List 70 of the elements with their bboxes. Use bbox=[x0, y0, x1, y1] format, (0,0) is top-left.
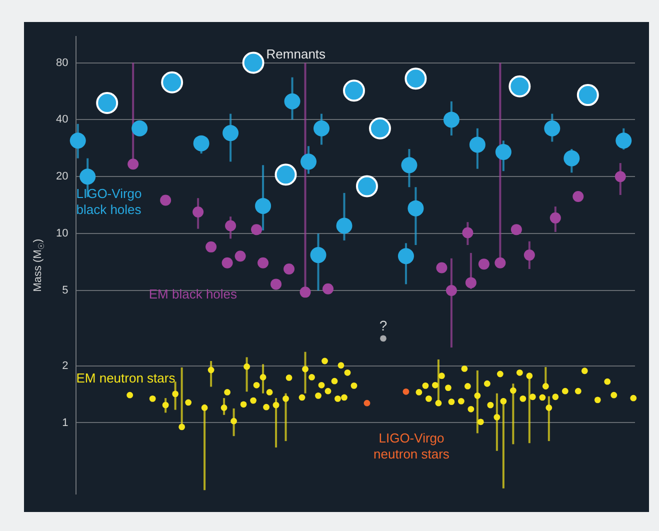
point bbox=[494, 257, 506, 268]
point bbox=[132, 120, 148, 136]
point bbox=[402, 388, 410, 395]
y-tick-label: 20 bbox=[56, 170, 68, 183]
point bbox=[225, 220, 236, 232]
point bbox=[300, 154, 317, 170]
point bbox=[614, 171, 626, 182]
y-tick-label: 10 bbox=[56, 228, 68, 240]
point bbox=[234, 250, 246, 262]
point bbox=[284, 263, 295, 274]
point bbox=[564, 150, 580, 166]
point bbox=[510, 224, 522, 236]
point bbox=[469, 136, 486, 153]
point bbox=[368, 117, 391, 140]
point bbox=[356, 175, 378, 198]
point bbox=[408, 200, 424, 216]
series-label: EM black holes bbox=[148, 286, 238, 302]
point bbox=[222, 125, 239, 142]
point bbox=[342, 80, 365, 102]
point bbox=[495, 144, 512, 160]
series-label: EM neutron stars bbox=[76, 370, 176, 386]
point bbox=[508, 75, 531, 98]
point bbox=[576, 84, 599, 106]
point bbox=[80, 168, 96, 185]
point bbox=[161, 71, 184, 94]
point bbox=[465, 277, 476, 288]
point bbox=[300, 286, 311, 298]
point bbox=[70, 132, 86, 149]
point bbox=[284, 93, 300, 110]
point bbox=[380, 335, 386, 342]
point bbox=[443, 112, 460, 128]
point bbox=[436, 262, 448, 274]
point bbox=[404, 68, 427, 90]
y-tick-label: 1 bbox=[62, 416, 68, 429]
series-label: Remnants bbox=[266, 46, 326, 62]
y-tick-label: 80 bbox=[56, 56, 68, 69]
point bbox=[398, 248, 414, 264]
point bbox=[572, 191, 584, 202]
point bbox=[270, 278, 282, 290]
point bbox=[544, 120, 560, 136]
point bbox=[193, 135, 210, 152]
point bbox=[128, 158, 139, 170]
point bbox=[96, 92, 118, 114]
y-tick-label: 2 bbox=[62, 360, 68, 372]
y-tick-label: 5 bbox=[62, 284, 68, 297]
point bbox=[160, 194, 172, 206]
point bbox=[478, 258, 490, 270]
point bbox=[616, 132, 632, 149]
point bbox=[192, 206, 204, 218]
y-tick-label: 40 bbox=[56, 114, 68, 126]
point bbox=[222, 257, 233, 268]
point bbox=[550, 212, 561, 224]
annotation: ? bbox=[379, 317, 388, 334]
point bbox=[258, 257, 269, 268]
point bbox=[274, 164, 297, 186]
point bbox=[322, 283, 334, 294]
point bbox=[242, 52, 264, 74]
point bbox=[255, 198, 272, 214]
point bbox=[206, 241, 217, 252]
point bbox=[524, 250, 535, 261]
series-label: LIGO-Virgo neutron stars bbox=[374, 430, 450, 462]
point bbox=[364, 400, 370, 406]
point bbox=[401, 157, 418, 174]
point bbox=[251, 224, 262, 236]
point bbox=[462, 227, 474, 238]
y-axis-title: Mass (M☉) bbox=[32, 238, 46, 292]
point bbox=[310, 247, 326, 264]
point bbox=[314, 120, 330, 136]
point bbox=[446, 285, 457, 296]
point bbox=[336, 218, 352, 234]
